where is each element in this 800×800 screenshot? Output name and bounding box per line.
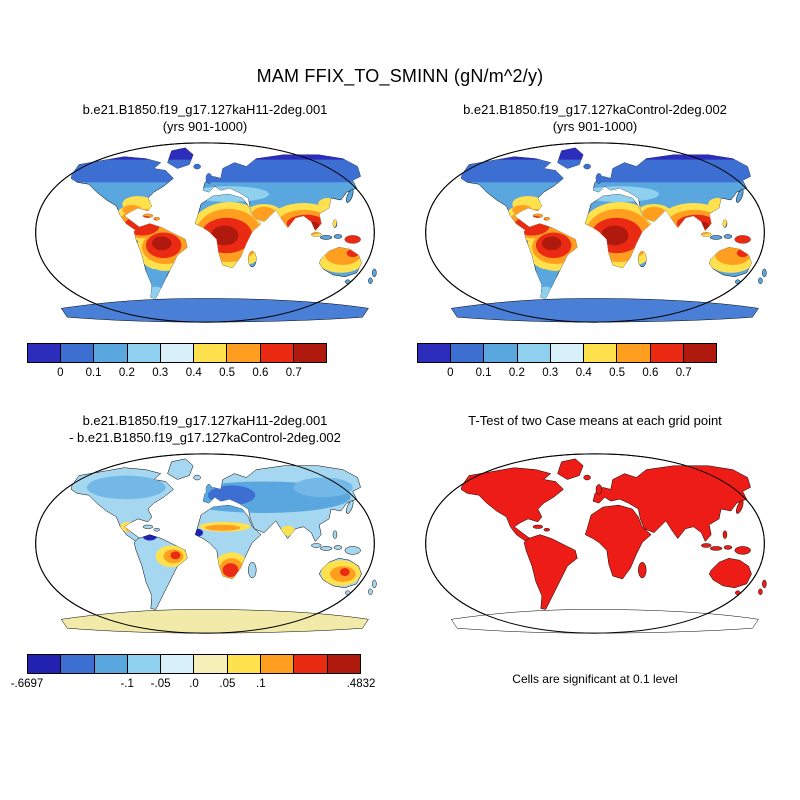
colorbar-segment (294, 655, 328, 673)
panel-diff-title-line2: - b.e21.B1850.f19_g17.127kaControl-2deg.… (69, 430, 341, 445)
colorbar-diff-labels: -.6697 -.1 -.05 .0 .05 .1 .4832 (11, 678, 376, 693)
panel-case1-title: b.e21.B1850.f19_g17.127kaH11-2deg.001 (y… (83, 101, 328, 137)
colorbar-segment (550, 344, 585, 362)
colorbar-case1: 0 0.1 0.2 0.3 0.4 0.5 0.6 0.7 (27, 343, 383, 382)
colorbar-segment (161, 655, 195, 673)
colorbar-tick-label: 0.6 (642, 367, 659, 379)
colorbar-tick-label: .4832 (346, 678, 376, 690)
colorbar-segment (293, 344, 326, 362)
colorbar-segment (194, 344, 228, 362)
colorbar-segment (227, 655, 262, 673)
colorbar-segment (28, 655, 62, 673)
colorbar-segment (127, 344, 161, 362)
panel-diff: b.e21.B1850.f19_g17.127kaH11-2deg.001 - … (10, 406, 400, 693)
colorbar-tick-label: 0.3 (542, 367, 559, 379)
colorbar-segment (683, 344, 716, 362)
colorbar-tick-label: -.1 (120, 678, 134, 690)
panel-case1-title-line1: b.e21.B1850.f19_g17.127kaH11-2deg.001 (82, 102, 328, 117)
colorbar-tick-label: 0.5 (219, 367, 236, 379)
panel-diff-title-line1: b.e21.B1850.f19_g17.127kaH11-2deg.001 (82, 413, 328, 428)
colorbar-segment (327, 655, 360, 673)
panel-case2-title-line2: (yrs 901-1000) (552, 119, 638, 134)
colorbar-tick-label: -.6697 (10, 678, 44, 690)
colorbar-case2-labels: 0 0.1 0.2 0.3 0.4 0.5 0.6 0.7 (417, 367, 717, 382)
map-case2 (425, 142, 773, 323)
colorbar-segment (28, 344, 62, 362)
panel-case2-title: b.e21.B1850.f19_g17.127kaControl-2deg.00… (463, 101, 727, 137)
colorbar-tick-label: 0.4 (185, 367, 202, 379)
colorbar-tick-label: 0.7 (675, 367, 692, 379)
colorbar-segment (61, 344, 95, 362)
panel-diff-title: b.e21.B1850.f19_g17.127kaH11-2deg.001 - … (69, 412, 341, 448)
panel-case1-title-line2: (yrs 901-1000) (162, 119, 248, 134)
colorbar-tick-label: .05 (219, 678, 236, 690)
colorbar-segment (517, 344, 551, 362)
colorbar-tick-label: 0.1 (85, 367, 102, 379)
panel-ttest-title-line1: T-Test of two Case means at each grid po… (468, 413, 722, 428)
colorbar-segment (418, 344, 452, 362)
colorbar-segment (227, 344, 261, 362)
colorbar-tick-label: 0 (447, 367, 454, 379)
colorbar-segment (61, 655, 95, 673)
colorbar-tick-label: 0.4 (575, 367, 592, 379)
colorbar-segment (127, 655, 162, 673)
colorbar-segment (650, 344, 684, 362)
panel-case2: b.e21.B1850.f19_g17.127kaControl-2deg.00… (400, 95, 790, 382)
colorbar-tick-label: 0.6 (252, 367, 269, 379)
panel-ttest: T-Test of two Case means at each grid po… (400, 406, 790, 693)
colorbar-tick-label: 0.2 (118, 367, 135, 379)
colorbar-segment (94, 655, 128, 673)
colorbar-tick-label: 0.5 (609, 367, 626, 379)
colorbar-segment (484, 344, 518, 362)
colorbar-tick-label: 0.3 (152, 367, 169, 379)
colorbar-tick-label: -.05 (150, 678, 171, 690)
colorbar-case1-labels: 0 0.1 0.2 0.3 0.4 0.5 0.6 0.7 (27, 367, 327, 382)
colorbar-tick-label: 0.7 (285, 367, 302, 379)
colorbar-case2-bar (417, 343, 717, 363)
colorbar-tick-label: .1 (256, 678, 266, 690)
colorbar-segment (261, 655, 295, 673)
colorbar-segment (160, 344, 195, 362)
figure-title: MAM FFIX_TO_SMINN (gN/m^2/y) (256, 66, 544, 86)
colorbar-segment (260, 344, 294, 362)
colorbar-segment (617, 344, 651, 362)
map-case1 (35, 142, 383, 323)
panel-grid: b.e21.B1850.f19_g17.127kaH11-2deg.001 (y… (0, 95, 800, 693)
panel-case1: b.e21.B1850.f19_g17.127kaH11-2deg.001 (y… (10, 95, 400, 382)
panel-case2-title-line1: b.e21.B1850.f19_g17.127kaControl-2deg.00… (463, 102, 727, 117)
colorbar-case2: 0 0.1 0.2 0.3 0.4 0.5 0.6 0.7 (417, 343, 773, 382)
colorbar-segment (451, 344, 485, 362)
map-ttest (425, 453, 773, 634)
colorbar-segment (94, 344, 128, 362)
colorbar-segment (584, 344, 618, 362)
map-diff (35, 453, 383, 634)
colorbar-tick-label: 0.2 (508, 367, 525, 379)
colorbar-tick-label: 0 (57, 367, 64, 379)
significance-caption: Cells are significant at 0.1 level (512, 672, 678, 686)
panel-ttest-title: T-Test of two Case means at each grid po… (468, 412, 722, 448)
colorbar-diff: -.6697 -.1 -.05 .0 .05 .1 .4832 (11, 654, 383, 693)
colorbar-tick-label: 0.1 (475, 367, 492, 379)
colorbar-diff-bar (27, 654, 361, 674)
colorbar-segment (194, 655, 228, 673)
colorbar-tick-label: .0 (189, 678, 199, 690)
colorbar-case1-bar (27, 343, 327, 363)
